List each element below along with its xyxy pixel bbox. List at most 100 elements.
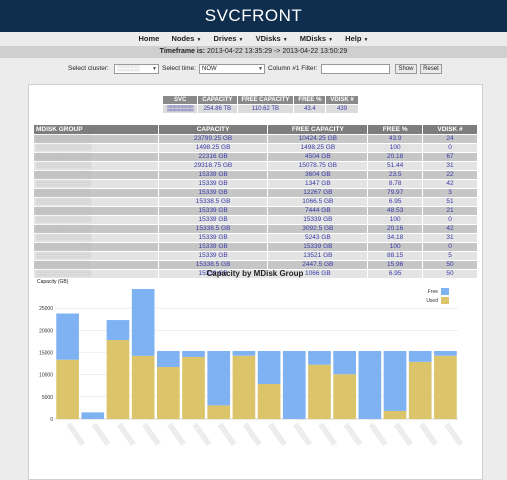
chevron-down-icon: ▼: [238, 37, 244, 43]
legend-swatch: [441, 288, 449, 295]
bar-free: [383, 350, 407, 411]
x-tick-label: ▒▒▒▒▒▒▒: [343, 422, 363, 447]
capacity-cell: 15339 GB: [157, 233, 269, 243]
nav-item-label: Nodes: [171, 34, 195, 43]
bar-used: [182, 356, 205, 419]
column-header[interactable]: FREE CAPACITY: [267, 124, 369, 135]
mdisk-group-name-cell[interactable]: ▒▒▒▒▒▒▒▒▒▒▒▒: [33, 170, 159, 180]
mdisk-group-name-cell[interactable]: ▒▒▒▒▒▒▒▒▒▒▒▒: [33, 269, 159, 279]
bar-used: [383, 410, 407, 419]
free-percent-cell: 88.15: [367, 251, 424, 261]
capacity-cell: 1498.25 GB: [157, 143, 269, 153]
column-header[interactable]: VDISK #: [325, 95, 359, 105]
column-header[interactable]: SVC: [161, 95, 199, 105]
show-button[interactable]: Show: [395, 64, 417, 74]
table-row: ▒▒▒▒▒▒▒▒▒▒▒▒ 23799.25 GB 10424.25 GB 43.9 24: [33, 134, 478, 144]
cluster-select[interactable]: ▒▒▒▒▒▒ ▼: [114, 64, 159, 74]
mdisk-group-name-cell[interactable]: ▒▒▒▒▒▒▒▒▒▒▒▒: [33, 188, 159, 198]
capacity-cell: 15339 GB: [157, 215, 269, 225]
capacity-chart: Capacity by MDisk Group Capacity (GB) 0 5…: [37, 269, 464, 447]
filter-bar: Select cluster: ▒▒▒▒▒▒ ▼ Select time: NO…: [0, 62, 507, 76]
free-percent-cell: 23.5: [367, 170, 424, 180]
column-header[interactable]: CAPACITY: [157, 124, 269, 135]
bar-used: [257, 383, 281, 419]
table-row: ▒▒▒▒▒▒▒▒▒▒▒▒ 15339 GB 1066 GB 6.95 50: [33, 269, 478, 279]
reset-button[interactable]: Reset: [420, 64, 442, 74]
vdisk-count-cell: 439: [325, 104, 359, 114]
y-tick-label: 5000: [42, 395, 53, 401]
table-row: ▒▒▒▒▒▒▒▒▒▒▒▒ 1498.25 GB 1498.25 GB 100 0: [33, 143, 478, 153]
filter-label: Column #1 Filter:: [268, 65, 318, 72]
bar-used: [157, 366, 180, 419]
bar-free: [56, 313, 79, 360]
svc-name-cell[interactable]: ▒▒▒▒▒▒▒: [161, 104, 199, 114]
free-percent-cell: 20.16: [367, 224, 424, 234]
free-capacity-cell: 4504 GB: [267, 152, 369, 162]
free-capacity-cell: 15339 GB: [267, 242, 369, 252]
mdisk-group-name-cell[interactable]: ▒▒▒▒▒▒▒▒▒▒▒▒: [33, 251, 159, 261]
table-row: ▒▒▒▒▒▒▒▒▒▒▒▒ 15339 GB 7444 GB 48.53 21: [33, 206, 478, 216]
bar-free: [257, 350, 281, 384]
x-tick-label: ▒▒▒▒▒▒▒: [318, 422, 338, 447]
table-row: ▒▒▒▒▒▒▒▒▒▒▒▒ 15338.5 GB 1066.5 GB 6.95 51: [33, 197, 478, 207]
free-capacity-cell: 1066.5 GB: [267, 197, 369, 207]
timeframe-bar: Timeframe is: 2013-04-22 13:35:29 -> 201…: [0, 46, 507, 58]
mdisk-group-name-cell[interactable]: ▒▒▒▒▒▒▒▒▒▒▒▒: [33, 224, 159, 234]
mdisk-group-name-cell[interactable]: ▒▒▒▒▒▒▒▒▒▒▒▒: [33, 179, 159, 189]
column-header[interactable]: FREE %: [367, 124, 424, 135]
nav-item-label: MDisks: [299, 34, 327, 43]
x-tick-label: ▒▒▒▒▒▒▒: [393, 422, 413, 447]
bar-used: [408, 361, 432, 419]
capacity-cell: 254.86 TB: [197, 104, 238, 114]
vdisk-count-cell: 31: [422, 161, 478, 171]
free-capacity-cell: 1498.25 GB: [267, 143, 369, 153]
column-header[interactable]: FREE CAPACITY: [236, 95, 295, 105]
column-filter-input[interactable]: [321, 64, 390, 74]
vdisk-count-cell: 67: [422, 152, 478, 162]
nav-item-vdisks[interactable]: VDisks ▼: [256, 34, 288, 43]
nav-item-help[interactable]: Help ▼: [345, 34, 368, 43]
mdisk-group-name-cell[interactable]: ▒▒▒▒▒▒▒▒▒▒▒▒: [33, 134, 159, 144]
mdisk-group-name-cell[interactable]: ▒▒▒▒▒▒▒▒▒▒▒▒: [33, 242, 159, 252]
table-header-row: SVC CAPACITY FREE CAPACITY FREE % VDISK …: [161, 95, 359, 105]
bar-free: [207, 350, 231, 406]
vdisk-count-cell: 24: [422, 134, 478, 144]
nav-item-drives[interactable]: Drives ▼: [214, 34, 244, 43]
capacity-cell: 15339 GB: [157, 170, 269, 180]
time-select[interactable]: NOW ▼: [199, 64, 265, 74]
mdisk-group-name-cell[interactable]: ▒▒▒▒▒▒▒▒▒▒▒▒: [33, 143, 159, 153]
mdisk-group-name-cell[interactable]: ▒▒▒▒▒▒▒▒▒▒▒▒: [33, 161, 159, 171]
mdisk-group-name-cell[interactable]: ▒▒▒▒▒▒▒▒▒▒▒▒: [33, 215, 159, 225]
svc-summary-table: SVC CAPACITY FREE CAPACITY FREE % VDISK …: [161, 95, 359, 114]
free-percent-cell: 100: [367, 242, 424, 252]
table-row: ▒▒▒▒▒▒▒▒▒▒▒▒ 15339 GB 3604 GB 23.5 22: [33, 170, 478, 180]
table-row: ▒▒▒▒▒▒▒▒▒▒▒▒ 15339 GB 13521 GB 88.15 5: [33, 251, 478, 261]
column-header[interactable]: FREE %: [293, 95, 327, 105]
free-percent-cell: 100: [367, 215, 424, 225]
nav-item-mdisks[interactable]: MDisks ▼: [300, 34, 333, 43]
vdisk-count-cell: 31: [422, 233, 478, 243]
bar-free: [131, 289, 155, 356]
bar-used: [131, 355, 155, 419]
y-axis-label: Capacity (GB): [37, 279, 69, 285]
chart-legend: Free Used: [426, 288, 449, 304]
capacity-cell: 22316 GB: [157, 152, 269, 162]
vdisk-count-cell: 0: [422, 143, 478, 153]
table-row: ▒▒▒▒▒▒▒▒▒▒▒▒ 15339 GB 15339 GB 100 0: [33, 242, 478, 252]
mdisk-group-name-cell[interactable]: ▒▒▒▒▒▒▒▒▒▒▒▒: [33, 206, 159, 216]
free-percent-cell: 20.18: [367, 152, 424, 162]
capacity-cell: 15339 GB: [157, 179, 269, 189]
vdisk-count-cell: 0: [422, 215, 478, 225]
nav-item-home[interactable]: Home: [138, 34, 160, 43]
column-header[interactable]: VDISK #: [422, 124, 478, 135]
column-header[interactable]: MDISK GROUP: [33, 124, 159, 135]
mdisk-group-name-cell[interactable]: ▒▒▒▒▒▒▒▒▒▒▒▒: [33, 233, 159, 243]
y-axis-ticks: 0 5000 10000 15000 20000 25000: [39, 306, 53, 423]
mdisk-group-name-cell[interactable]: ▒▒▒▒▒▒▒▒▒▒▒▒: [33, 197, 159, 207]
nav-item-nodes[interactable]: Nodes ▼: [171, 34, 201, 43]
table-row: ▒▒▒▒▒▒▒ 254.86 TB 110.62 TB 43.4 439: [161, 104, 359, 114]
free-capacity-cell: 110.62 TB: [236, 104, 295, 114]
table-row: ▒▒▒▒▒▒▒▒▒▒▒▒ 22316 GB 4504 GB 20.18 67: [33, 152, 478, 162]
mdisk-group-name-cell[interactable]: ▒▒▒▒▒▒▒▒▒▒▒▒: [33, 152, 159, 162]
column-header[interactable]: CAPACITY: [197, 95, 238, 105]
